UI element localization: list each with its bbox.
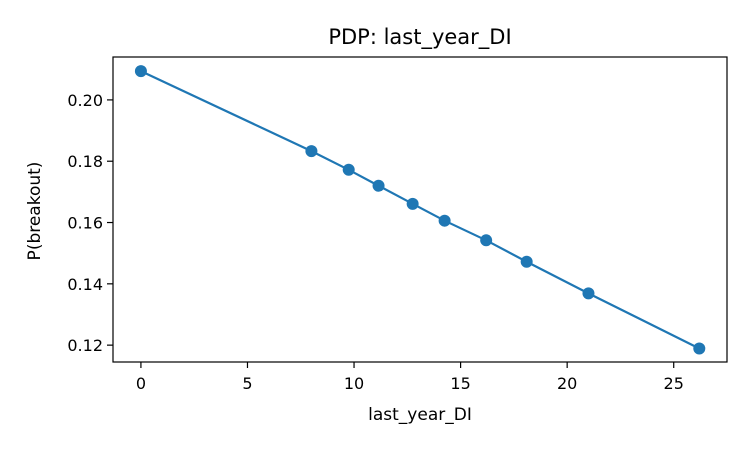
data-point <box>480 234 493 247</box>
x-tick-label: 0 <box>136 374 146 393</box>
data-point <box>582 287 595 300</box>
x-tick-label: 20 <box>557 374 577 393</box>
x-tick-label: 15 <box>450 374 470 393</box>
x-tick-label: 5 <box>242 374 252 393</box>
x-tick-label: 25 <box>664 374 684 393</box>
data-point <box>342 163 355 176</box>
chart-title: PDP: last_year_DI <box>328 25 511 50</box>
y-tick-label: 0.18 <box>67 152 103 171</box>
data-point <box>134 65 147 78</box>
plot-area: 0 5 10 15 20 25 0.12 0.14 0.16 0.18 0.20 <box>67 56 728 393</box>
data-point <box>305 145 318 158</box>
series-line <box>140 70 700 350</box>
y-tick-label: 0.12 <box>67 336 103 355</box>
x-axis-label: last_year_DI <box>368 405 472 425</box>
y-axis-label: P(breakout) <box>25 162 45 261</box>
data-point <box>520 255 533 268</box>
y-tick-label: 0.20 <box>67 91 103 110</box>
data-point <box>438 214 451 227</box>
data-point <box>406 197 419 210</box>
data-point <box>372 179 385 192</box>
x-tick-label: 10 <box>344 374 364 393</box>
y-tick-label: 0.14 <box>67 275 103 294</box>
plot-frame <box>112 56 728 363</box>
data-point <box>693 342 706 355</box>
y-tick-label: 0.16 <box>67 214 103 233</box>
